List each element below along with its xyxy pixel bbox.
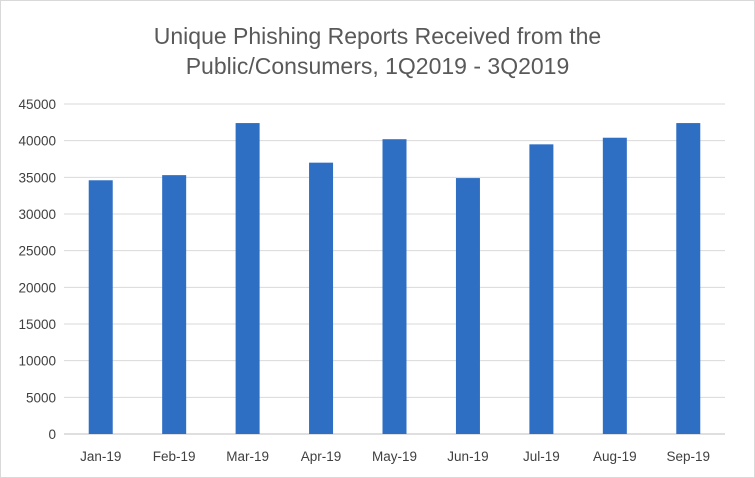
y-tick-label: 30000	[18, 207, 56, 222]
y-tick-label: 10000	[18, 354, 56, 369]
x-tick-label: Apr-19	[301, 449, 342, 464]
bar	[88, 180, 113, 434]
x-tick-label: Jan-19	[80, 449, 121, 464]
x-tick-label: Jul-19	[523, 449, 560, 464]
bar	[455, 178, 480, 434]
bar	[235, 123, 260, 435]
y-tick-label: 0	[48, 427, 56, 442]
y-tick-label: 15000	[18, 317, 56, 332]
x-tick-label: Mar-19	[226, 449, 269, 464]
y-tick-label: 40000	[18, 134, 56, 149]
bar	[162, 175, 187, 434]
bar	[529, 144, 554, 435]
x-tick-label: May-19	[372, 449, 417, 464]
y-tick-label: 45000	[18, 97, 56, 112]
x-tick-label: Sep-19	[667, 449, 711, 464]
bar	[676, 123, 701, 435]
chart-title-line-2: Public/Consumers, 1Q2019 - 3Q2019	[185, 53, 570, 79]
chart-title: Unique Phishing Reports Received from th…	[1, 21, 754, 81]
y-tick-label: 25000	[18, 244, 56, 259]
y-tick-label: 5000	[26, 390, 56, 405]
x-tick-label: Feb-19	[153, 449, 196, 464]
x-tick-label: Aug-19	[593, 449, 637, 464]
y-tick-label: 35000	[18, 170, 56, 185]
bar	[309, 162, 334, 434]
bar	[382, 139, 407, 434]
bar	[602, 137, 627, 434]
y-tick-label: 20000	[18, 280, 56, 295]
chart-title-line-1: Unique Phishing Reports Received from th…	[153, 23, 602, 49]
x-tick-label: Jun-19	[447, 449, 488, 464]
